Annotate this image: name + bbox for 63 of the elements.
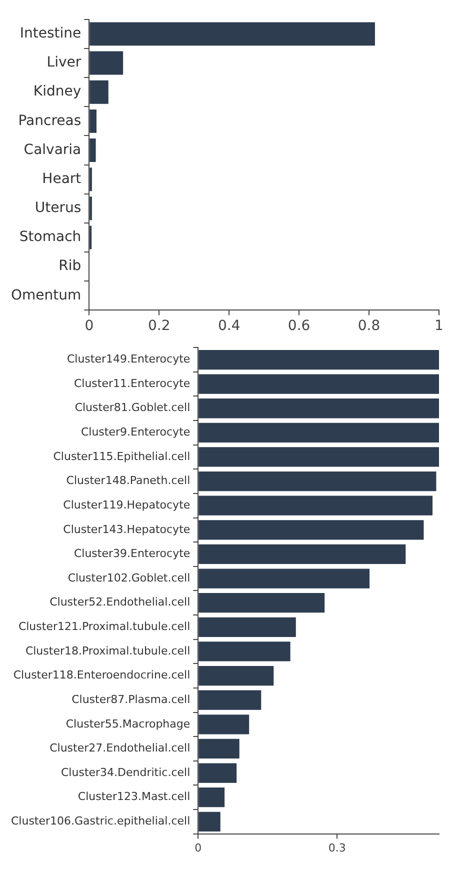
x-tick-label: 0.8	[358, 318, 380, 334]
x-tick-label: 0	[194, 841, 202, 854]
bar	[198, 350, 439, 370]
y-tick-label: Cluster27.Endothelial.cell	[50, 742, 190, 755]
y-tick-label: Cluster121.Proximal.tubule.cell	[18, 620, 190, 634]
y-tick-label: Pancreas	[18, 112, 82, 129]
bar	[198, 422, 439, 442]
y-tick-label: Uterus	[34, 200, 82, 216]
y-tick-label: Cluster52.Endothelial.cell	[50, 596, 190, 609]
y-tick-label: Cluster9.Enterocyte	[80, 426, 190, 439]
y-tick-label: Cluster115.Epithelial.cell	[53, 450, 190, 463]
y-tick-label: Heart	[42, 170, 82, 187]
bar	[198, 447, 439, 467]
bar	[198, 666, 274, 686]
y-tick-label: Cluster102.Goblet.cell	[68, 571, 190, 584]
y-tick-label: Cluster143.Hepatocyte	[63, 522, 190, 536]
x-tick-label: 0.2	[148, 318, 170, 334]
bar	[198, 520, 424, 540]
bar	[198, 544, 406, 564]
bar	[90, 22, 375, 46]
bar	[198, 690, 262, 710]
y-tick-label: Cluster11.Enterocyte	[74, 376, 190, 390]
x-tick-label: 0	[84, 318, 94, 334]
bar	[198, 617, 296, 637]
bar	[198, 496, 433, 516]
y-tick-label: Cluster81.Goblet.cell	[74, 401, 190, 414]
y-tick-label: Cluster55.Macrophage	[66, 717, 190, 730]
bar	[198, 642, 290, 662]
bar	[198, 738, 240, 759]
bar	[90, 138, 96, 162]
y-tick-label: Liver	[46, 54, 82, 71]
x-tick-label: 1	[434, 318, 444, 334]
y-tick-label: Kidney	[33, 84, 82, 100]
bar	[198, 812, 220, 832]
bar	[198, 398, 439, 418]
bar	[198, 593, 325, 613]
bar	[198, 471, 436, 492]
y-tick-label: Cluster87.Plasma.cell	[72, 692, 190, 706]
y-tick-label: Cluster118.Enteroendocrine.cell	[13, 668, 190, 682]
y-tick-label: Cluster123.Mast.cell	[78, 790, 190, 804]
x-tick-label: 0.3	[328, 841, 346, 854]
bar	[198, 763, 237, 783]
y-tick-label: Cluster148.Paneth.cell	[66, 474, 190, 488]
bar	[198, 714, 250, 734]
bar	[198, 374, 439, 394]
x-tick-label: 0.4	[218, 318, 240, 334]
y-tick-label: Cluster34.Dendritic.cell	[61, 766, 190, 779]
y-tick-label: Stomach	[19, 229, 82, 246]
x-tick-label: 0.6	[288, 318, 310, 334]
bar	[90, 51, 124, 75]
y-tick-label: Calvaria	[24, 142, 82, 158]
y-tick-label: Cluster119.Hepatocyte	[63, 498, 190, 512]
y-tick-label: Rib	[58, 258, 82, 274]
y-tick-label: Omentum	[10, 287, 82, 304]
bar	[90, 80, 108, 104]
y-tick-label: Cluster39.Enterocyte	[74, 547, 190, 560]
bar	[90, 109, 96, 133]
bar	[198, 788, 225, 808]
y-tick-label: Cluster106.Gastric.epithelial.cell	[10, 814, 190, 828]
bar	[198, 568, 370, 588]
y-tick-label: Intestine	[20, 26, 82, 42]
y-tick-label: Cluster18.Proximal.tubule.cell	[25, 644, 190, 658]
y-tick-label: Cluster149.Enterocyte	[66, 352, 190, 366]
